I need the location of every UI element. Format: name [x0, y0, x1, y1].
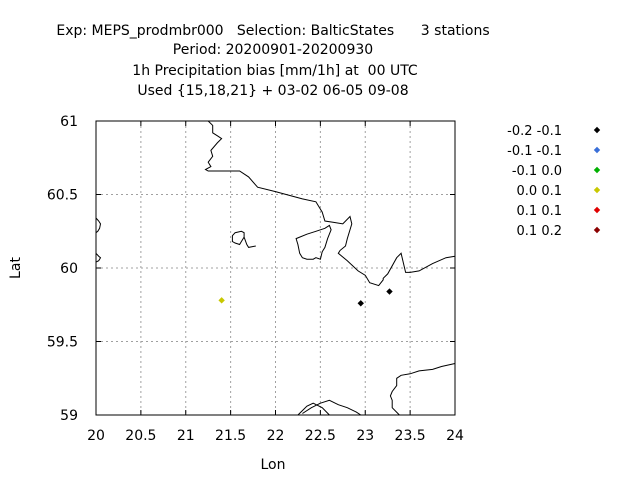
grid-lines	[96, 121, 455, 415]
chart-title: Exp: MEPS_prodmbr000 Selection: BalticSt…	[56, 23, 489, 99]
x-axis-label: Lon	[261, 457, 286, 473]
legend-label-3: 0.0 0.1	[517, 184, 562, 199]
legend-label-5: 0.1 0.2	[517, 224, 562, 239]
legend-label-1: -0.1 -0.1	[507, 144, 562, 159]
y-axis-label: Lat	[8, 257, 24, 279]
legend-label-2: -0.1 0.0	[512, 164, 562, 179]
legend-marker-1	[593, 146, 601, 154]
x-tick-label-4: 22	[267, 428, 285, 444]
y-tick-label-1: 59.5	[47, 335, 78, 351]
coastline-0	[204, 120, 456, 287]
x-tick-label-0: 20	[87, 428, 105, 444]
legend-label-0: -0.2 -0.1	[507, 124, 562, 139]
station-point-2	[386, 288, 393, 295]
legend-marker-4	[593, 206, 601, 214]
coastline-1	[295, 224, 332, 260]
title-line-4: Used {15,18,21} + 03-02 06-05 09-08	[137, 83, 408, 99]
legend-marker-2	[593, 166, 601, 174]
y-tick-label-3: 60.5	[47, 188, 78, 204]
coastline-7	[389, 363, 456, 416]
y-tick-label-0: 59	[60, 408, 78, 424]
x-tick-label-8: 24	[446, 428, 464, 444]
x-tick-label-1: 20.5	[125, 428, 156, 444]
station-point-0	[218, 297, 225, 304]
station-points	[218, 288, 393, 307]
title-line-1: Exp: MEPS_prodmbr000 Selection: BalticSt…	[56, 23, 489, 39]
y-axis-ticks: 59 59.5 60 60.5 61	[47, 114, 455, 424]
station-point-1	[357, 300, 364, 307]
coastline-4	[95, 252, 102, 263]
x-tick-label-6: 23	[356, 428, 374, 444]
x-tick-label-7: 23.5	[395, 428, 426, 444]
y-tick-label-2: 60	[60, 261, 78, 277]
x-tick-label-5: 22.5	[305, 428, 336, 444]
x-axis-ticks: 20 20.5 21 21.5 22 22.5 23 23.5 24	[87, 121, 464, 444]
coastline-6	[302, 399, 362, 416]
title-line-3: 1h Precipitation bias [mm/1h] at 00 UTC	[132, 63, 418, 79]
legend-marker-3	[593, 186, 601, 194]
x-tick-label-2: 21	[177, 428, 195, 444]
legend-marker-5	[593, 226, 601, 234]
y-tick-label-4: 61	[60, 114, 78, 130]
coastline-5	[297, 402, 330, 416]
x-tick-label-3: 21.5	[215, 428, 246, 444]
coastline-3	[95, 217, 102, 234]
legend: -0.2 -0.1 -0.1 -0.1 -0.1 0.0 0.0 0.1 0.1 0.1…	[507, 124, 601, 239]
legend-marker-0	[593, 126, 601, 134]
legend-label-4: 0.1 0.1	[517, 204, 562, 219]
coastline-2	[231, 230, 256, 248]
title-line-2: Period: 20200901-20200930	[173, 42, 373, 58]
